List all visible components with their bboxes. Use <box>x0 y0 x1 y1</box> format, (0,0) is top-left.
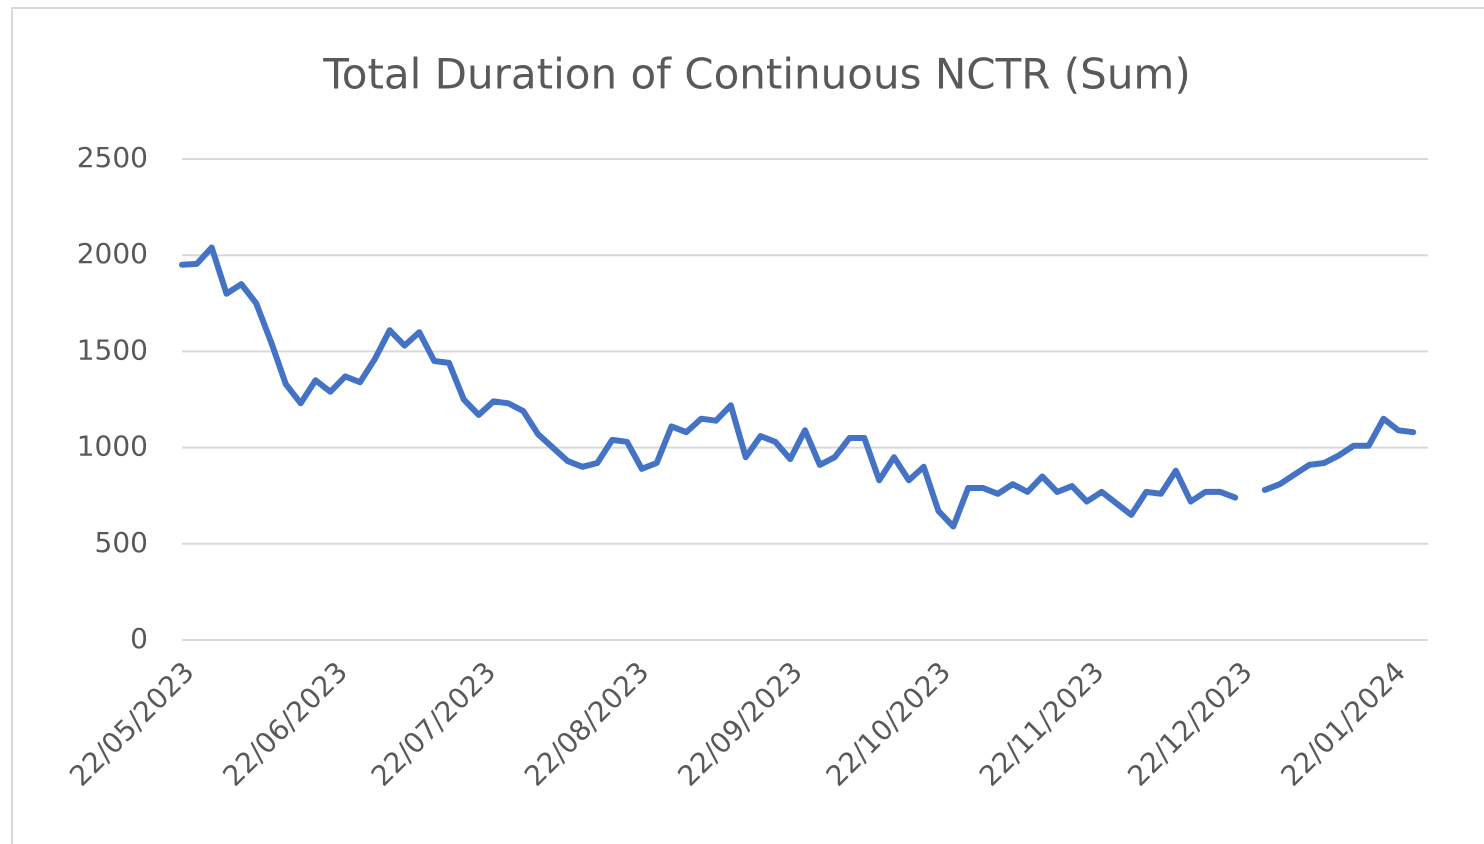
chart-frame <box>11 7 1484 844</box>
y-tick-label: 2500 <box>77 141 148 174</box>
data-line <box>179 244 1417 530</box>
y-tick-label: 500 <box>95 526 148 559</box>
chart-title: Total Duration of Continuous NCTR (Sum) <box>322 50 1191 99</box>
y-tick-label: 1000 <box>77 430 148 463</box>
y-tick-label: 1500 <box>77 333 148 366</box>
y-tick-label: 0 <box>130 622 148 655</box>
y-tick-label: 2000 <box>77 237 148 270</box>
